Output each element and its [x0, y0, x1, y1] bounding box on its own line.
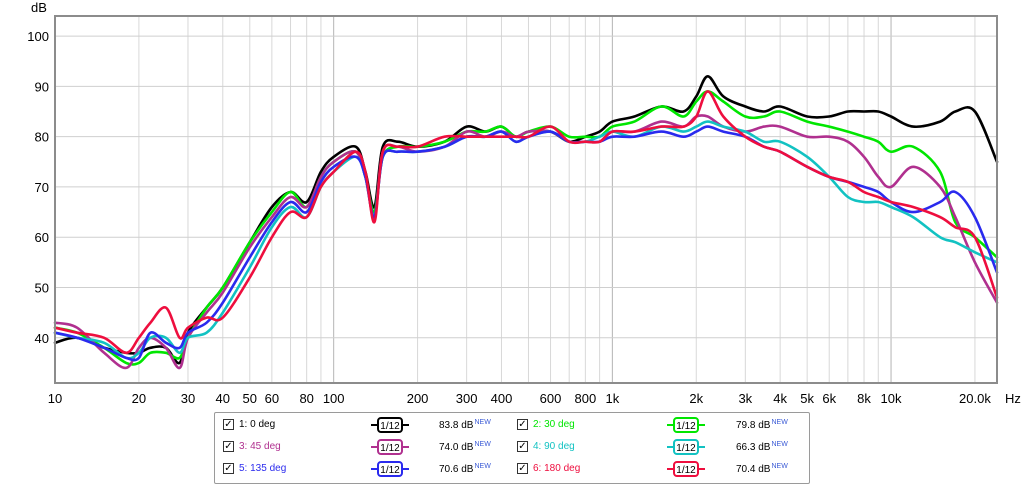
x-tick-label: 40 — [216, 391, 230, 406]
x-tick-label: 2k — [689, 391, 703, 406]
y-tick-label: 90 — [35, 79, 49, 94]
y-axis-unit: dB — [31, 0, 47, 15]
series-5-average: 70.6 dBNEW — [439, 463, 491, 475]
x-tick-label: 6k — [822, 391, 836, 406]
x-tick-label: 50 — [243, 391, 257, 406]
x-tick-label: 20 — [132, 391, 146, 406]
series-4-name: 4: 90 deg — [533, 441, 575, 452]
series-2-smoothing-icon[interactable]: 1/12 — [667, 417, 705, 433]
series-line-2 — [53, 90, 999, 366]
series-5-name: 5: 135 deg — [239, 463, 287, 474]
x-tick-label: 400 — [491, 391, 513, 406]
series-2-checkbox[interactable]: ✓ — [517, 419, 528, 430]
series-line-3 — [53, 114, 999, 370]
series-5-smoothing-icon[interactable]: 1/12 — [371, 461, 409, 477]
x-tick-label: 30 — [181, 391, 195, 406]
smoothing-label: 1/12 — [676, 443, 696, 454]
series-1-smoothing-icon[interactable]: 1/12 — [371, 417, 409, 433]
x-tick-label: 10 — [48, 391, 62, 406]
x-tick-label: 3k — [738, 391, 752, 406]
smoothing-label: 1/12 — [380, 421, 400, 432]
x-tick-label: 60 — [265, 391, 279, 406]
series-5-checkbox[interactable]: ✓ — [223, 463, 234, 474]
legend-row-2: ✓ 3: 45 deg 1/12 74.0 dBNEW ✓ 4: 90 deg … — [215, 438, 809, 458]
x-tick-label: 80 — [299, 391, 313, 406]
curves — [53, 75, 999, 370]
plot-frame — [54, 15, 998, 384]
series-2-name: 2: 30 deg — [533, 419, 575, 430]
series-3-name: 3: 45 deg — [239, 441, 281, 452]
x-tick-label: 5k — [800, 391, 814, 406]
series-3-average: 74.0 dBNEW — [439, 441, 491, 453]
x-tick-label: 10k — [881, 391, 902, 406]
x-tick-label: 300 — [456, 391, 478, 406]
y-tick-label: 40 — [35, 331, 49, 346]
y-tick-label: 100 — [27, 29, 49, 44]
series-6-name: 6: 180 deg — [533, 463, 581, 474]
series-1-name: 1: 0 deg — [239, 419, 276, 430]
x-tick-label: 1k — [605, 391, 619, 406]
x-tick-label: 100 — [323, 391, 345, 406]
legend: ✓ 1: 0 deg 1/12 83.8 dBNEW ✓ 2: 30 deg 1… — [214, 412, 810, 484]
x-tick-label: 8k — [857, 391, 871, 406]
x-tick-label: 600 — [540, 391, 562, 406]
series-4-checkbox[interactable]: ✓ — [517, 441, 528, 452]
series-2-average: 79.8 dBNEW — [736, 419, 788, 431]
y-tick-label: 80 — [35, 130, 49, 145]
x-tick-labels: 10 20 30 40 50 60 80 100 200 300 400 600 800 1k 2k 3k 4k… — [48, 391, 992, 406]
y-tick-label: 60 — [35, 230, 49, 245]
smoothing-label: 1/12 — [676, 465, 696, 476]
series-3-smoothing-icon[interactable]: 1/12 — [371, 439, 409, 455]
legend-row-3: ✓ 5: 135 deg 1/12 70.6 dBNEW ✓ 6: 180 de… — [215, 460, 809, 480]
x-tick-label: 200 — [407, 391, 429, 406]
x-axis-unit: Hz — [1005, 391, 1021, 406]
series-1-average: 83.8 dBNEW — [439, 419, 491, 431]
x-tick-label: 800 — [575, 391, 597, 406]
series-4-average: 66.3 dBNEW — [736, 441, 788, 453]
series-6-smoothing-icon[interactable]: 1/12 — [667, 461, 705, 477]
legend-row-1: ✓ 1: 0 deg 1/12 83.8 dBNEW ✓ 2: 30 deg 1… — [215, 416, 809, 436]
series-line-6 — [53, 90, 999, 355]
plot-area — [55, 16, 997, 383]
series-6-average: 70.4 dBNEW — [736, 463, 788, 475]
y-tick-label: 70 — [35, 180, 49, 195]
y-tick-labels: 40 50 60 70 80 90 100 — [27, 29, 49, 346]
series-1-checkbox[interactable]: ✓ — [223, 419, 234, 430]
series-6-checkbox[interactable]: ✓ — [517, 463, 528, 474]
x-tick-label: 4k — [773, 391, 787, 406]
vertical-gridlines — [54, 16, 976, 383]
series-4-smoothing-icon[interactable]: 1/12 — [667, 439, 705, 455]
x-tick-label: 20.0k — [959, 391, 991, 406]
y-tick-label: 50 — [35, 280, 49, 295]
smoothing-label: 1/12 — [380, 465, 400, 476]
series-3-checkbox[interactable]: ✓ — [223, 441, 234, 452]
smoothing-label: 1/12 — [380, 443, 400, 454]
smoothing-label: 1/12 — [676, 421, 696, 432]
